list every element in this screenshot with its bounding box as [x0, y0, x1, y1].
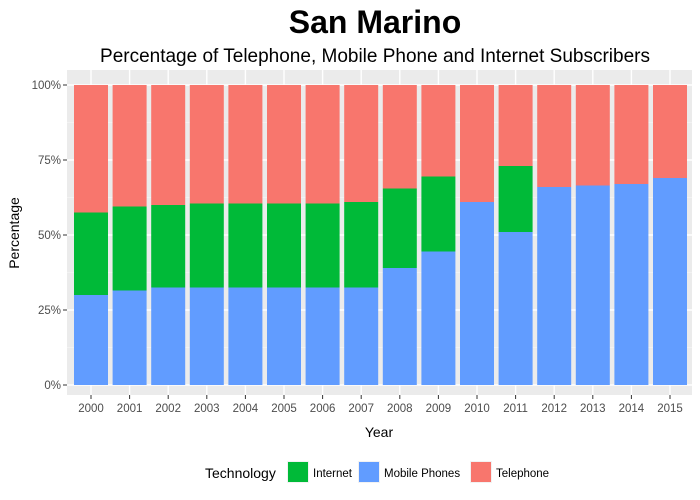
y-axis-title: Percentage: [6, 197, 22, 269]
bar-mobile-phones-2012: [537, 187, 572, 385]
bar-mobile-phones-2006: [305, 287, 340, 385]
x-tick-label: 2002: [155, 403, 181, 415]
y-tick-label: 0%: [44, 380, 61, 392]
y-tick-label: 75%: [38, 155, 61, 167]
legend-label-mobile-phones: Mobile Phones: [384, 468, 460, 480]
x-tick-label: 2013: [580, 403, 606, 415]
legend-swatch-mobile-phones: [359, 462, 379, 482]
bar-mobile-phones-2005: [267, 287, 301, 385]
x-tick-label: 2005: [271, 403, 297, 415]
bar-internet-2003: [189, 203, 224, 288]
chart-title: San Marino: [289, 4, 461, 40]
x-tick-label: 2008: [387, 403, 413, 415]
bar-internet-2001: [112, 206, 147, 291]
x-tick-label: 2004: [233, 403, 259, 415]
x-tick-label: 2015: [657, 403, 683, 415]
x-tick-label: 2006: [310, 403, 336, 415]
x-tick-label: 2003: [194, 403, 220, 415]
bar-internet-2006: [305, 203, 340, 288]
bar-mobile-phones-2008: [382, 268, 417, 385]
x-tick-label: 2001: [117, 403, 143, 415]
bar-internet-2009: [421, 176, 456, 252]
bar-mobile-phones-2007: [344, 287, 379, 385]
legend-label-internet: Internet: [313, 468, 353, 480]
bar-mobile-phones-2009: [421, 251, 456, 385]
bar-mobile-phones-2003: [189, 287, 224, 385]
x-tick-label: 2014: [619, 403, 645, 415]
y-tick-label: 100%: [32, 80, 61, 92]
bar-telephone-2003: [189, 85, 224, 204]
bar-mobile-phones-2014: [614, 184, 649, 385]
bar-telephone-2014: [614, 85, 649, 184]
bar-mobile-phones-2013: [575, 185, 610, 385]
legend-swatch-telephone: [471, 462, 491, 482]
bar-mobile-phones-2000: [74, 295, 108, 385]
legend-swatch-internet: [288, 462, 308, 482]
bar-internet-2000: [74, 212, 108, 295]
bar-internet-2004: [228, 203, 263, 288]
bar-telephone-2015: [653, 85, 687, 178]
bar-mobile-phones-2010: [460, 202, 494, 385]
bar-telephone-2002: [151, 85, 186, 205]
bar-telephone-2008: [382, 85, 417, 189]
y-axis: 0% 25% 50% 75% 100%: [32, 80, 67, 392]
y-tick-label: 25%: [38, 305, 61, 317]
bar-telephone-2012: [537, 85, 572, 187]
x-tick-label: 2007: [348, 403, 374, 415]
bar-telephone-2009: [421, 85, 456, 177]
x-tick-label: 2010: [464, 403, 490, 415]
bar-mobile-phones-2001: [112, 290, 147, 385]
bar-telephone-2006: [305, 85, 340, 204]
bar-internet-2005: [267, 203, 301, 288]
x-tick-label: 2011: [503, 403, 528, 415]
x-tick-label: 2012: [541, 403, 567, 415]
bar-telephone-2005: [267, 85, 301, 204]
legend-label-telephone: Telephone: [496, 468, 549, 480]
x-axis-title: Year: [365, 424, 394, 440]
bar-telephone-2004: [228, 85, 263, 204]
legend-title: Technology: [205, 465, 276, 481]
bar-mobile-phones-2004: [228, 287, 263, 385]
bar-telephone-2013: [575, 85, 610, 186]
bar-mobile-phones-2002: [151, 287, 186, 385]
chart-subtitle: Percentage of Telephone, Mobile Phone an…: [100, 46, 650, 67]
bar-internet-2007: [344, 202, 379, 288]
bar-internet-2008: [382, 188, 417, 268]
bar-internet-2002: [151, 205, 186, 288]
bar-telephone-2011: [498, 85, 533, 166]
bar-mobile-phones-2015: [653, 178, 687, 385]
bar-mobile-phones-2011: [498, 232, 533, 385]
legend: Technology Internet Mobile Phones Telephon…: [205, 461, 549, 483]
x-axis: 2000 2001 2002 2003 2004 2005 2006 2007 2008 2009…: [78, 395, 683, 415]
y-tick-label: 50%: [38, 230, 61, 242]
x-tick-label: 2009: [426, 403, 452, 415]
bar-telephone-2001: [112, 85, 147, 207]
x-tick-label: 2000: [78, 403, 104, 415]
bars: [74, 85, 687, 385]
bar-telephone-2007: [344, 85, 379, 202]
bar-internet-2011: [498, 166, 533, 232]
bar-telephone-2010: [460, 85, 494, 202]
bar-telephone-2000: [74, 85, 108, 213]
